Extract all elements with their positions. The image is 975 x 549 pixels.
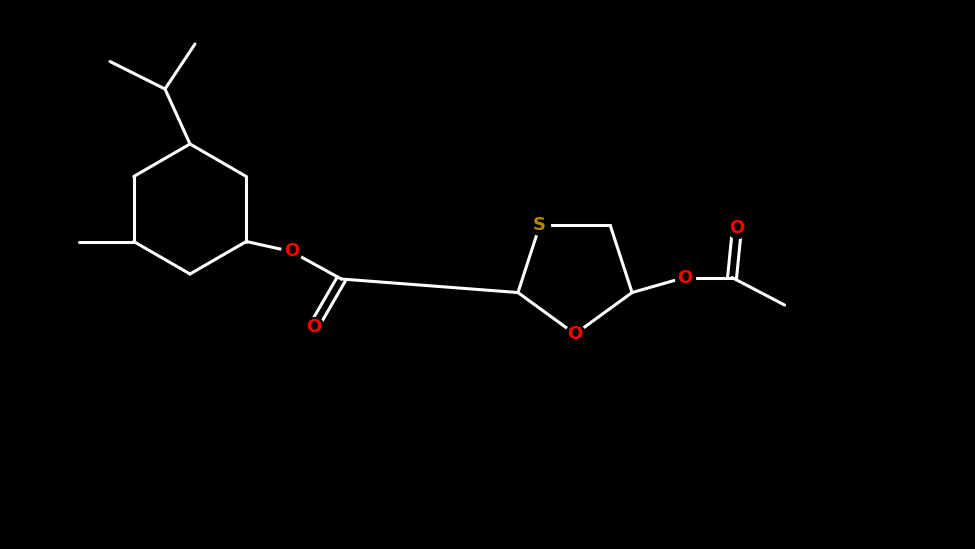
Text: O: O	[284, 243, 299, 260]
Text: O: O	[567, 325, 583, 343]
Text: S: S	[533, 216, 546, 234]
Text: O: O	[306, 317, 322, 335]
Text: O: O	[729, 219, 745, 237]
Text: O: O	[677, 268, 692, 287]
